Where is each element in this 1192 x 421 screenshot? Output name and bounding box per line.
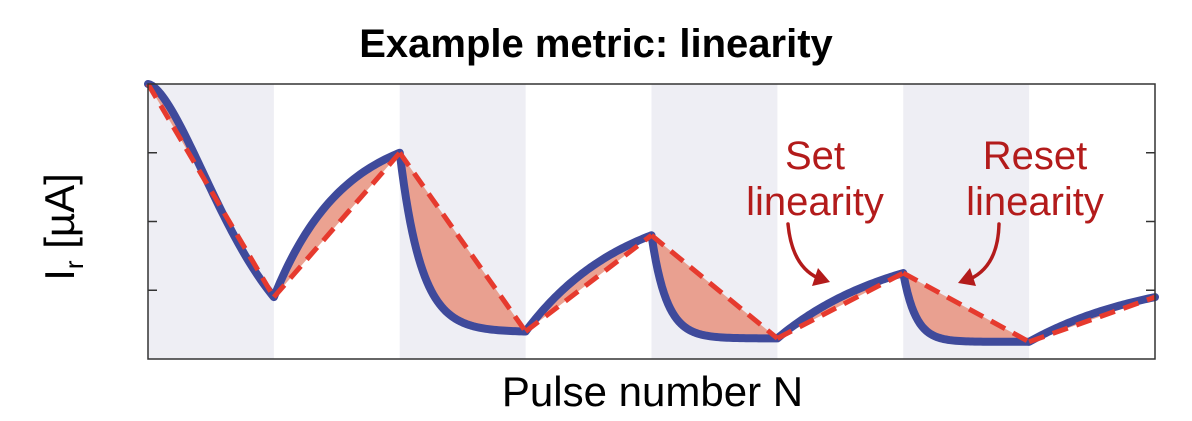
y-axis-label-sub: r: [59, 260, 90, 270]
nonlinearity-area: [273, 152, 400, 298]
linear-reference-line: [1028, 294, 1156, 345]
annotation-line: Set: [784, 134, 846, 178]
linear-reference-line: [524, 233, 654, 334]
reset-arrow-head: [958, 268, 976, 286]
linear-reference-lines: [145, 82, 1156, 345]
linear-reference-line: [397, 151, 528, 333]
chart-title: Example metric: linearity: [359, 22, 833, 66]
linear-reference-line: [145, 82, 277, 299]
set-arrow-head: [812, 268, 830, 286]
y-axis-label-main: I: [35, 269, 83, 281]
linear-reference-line: [271, 151, 402, 299]
shaded-band: [148, 84, 274, 359]
annotation-line: linearity: [966, 180, 1104, 224]
set-linearity-annotation: Set linearity: [740, 133, 890, 225]
annotation-line: linearity: [746, 180, 884, 224]
linear-reference-line: [649, 233, 779, 341]
reset-linearity-annotation: Reset linearity: [945, 133, 1125, 225]
annotation-line: Reset: [982, 134, 1088, 178]
reset-arrow: [968, 222, 1001, 281]
y-axis-label-unit: [µA]: [35, 173, 83, 261]
axes: [147, 83, 1156, 360]
shaded-bands: [148, 84, 1030, 359]
y-axis-label: Ir [µA]: [36, 173, 90, 281]
annotation-arrows: [786, 222, 1001, 286]
x-axis-label: Pulse number N: [501, 368, 804, 415]
set-arrow: [786, 222, 820, 280]
